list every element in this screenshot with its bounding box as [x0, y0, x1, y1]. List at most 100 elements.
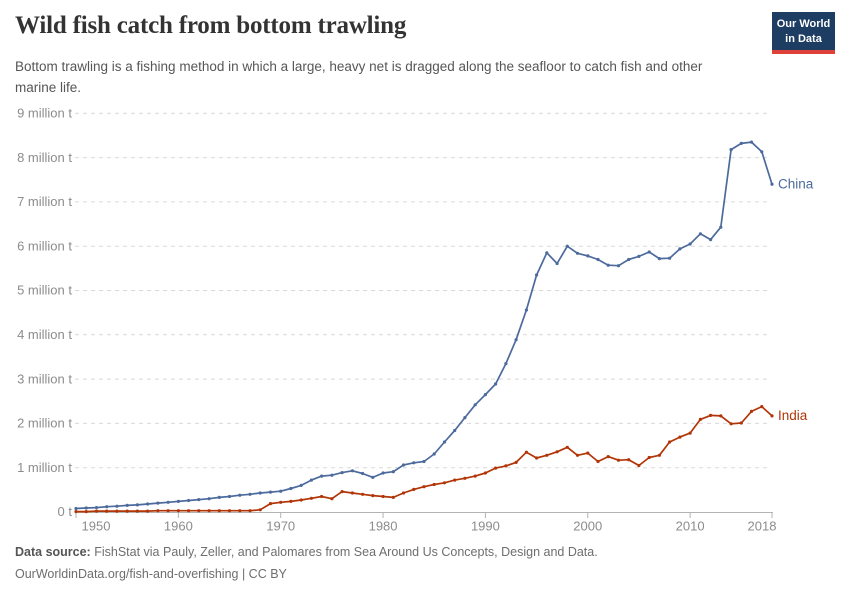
- india-data-point: [473, 474, 477, 478]
- india-data-point: [146, 509, 150, 513]
- india-data-point: [105, 509, 109, 513]
- china-data-point: [709, 238, 713, 242]
- india-data-point: [657, 453, 662, 457]
- data-source-line: Data source: FishStat via Pauly, Zeller,…: [15, 545, 598, 559]
- india-data-point: [749, 409, 754, 413]
- china-data-point: [248, 492, 252, 496]
- india-data-point: [340, 490, 344, 494]
- chart-subtitle: Bottom trawling is a fishing method in w…: [15, 59, 703, 95]
- india-data-point: [432, 482, 436, 487]
- india-data-point: [453, 478, 457, 482]
- india-data-point: [606, 455, 610, 459]
- owid-logo[interactable]: Our World in Data: [772, 12, 835, 55]
- china-data-point: [606, 263, 610, 267]
- y-tick-label: 1 million t: [17, 460, 72, 475]
- chart-title: Wild fish catch from bottom trawling: [15, 12, 407, 39]
- india-data-point: [535, 456, 539, 460]
- india-data-point: [483, 471, 487, 475]
- y-tick-label: 9 million t: [17, 106, 72, 121]
- china-data-point: [688, 242, 692, 246]
- india-data-point: [668, 440, 672, 444]
- india-series-label[interactable]: India: [778, 408, 808, 423]
- india-data-point: [84, 510, 88, 514]
- india-data-point: [555, 450, 559, 454]
- china-data-point: [739, 141, 743, 145]
- x-tick-label: 2010: [676, 519, 705, 534]
- india-data-point: [678, 435, 682, 439]
- india-data-point: [187, 509, 191, 513]
- india-data-point: [770, 414, 774, 418]
- india-data-point: [197, 509, 201, 513]
- india-data-point: [330, 497, 334, 501]
- china-data-point: [105, 505, 109, 509]
- india-data-point: [524, 450, 529, 454]
- china-data-point: [729, 148, 733, 152]
- china-data-point: [84, 506, 88, 510]
- india-data-point: [514, 460, 518, 464]
- china-data-point: [217, 495, 221, 499]
- india-data-point: [637, 463, 641, 468]
- india-data-point: [422, 485, 426, 489]
- china-data-point: [350, 469, 354, 473]
- india-data-point: [279, 500, 283, 504]
- china-data-point: [657, 257, 662, 261]
- y-tick-label: 2 million t: [17, 416, 72, 431]
- india-data-point: [463, 476, 467, 480]
- india-data-point: [647, 455, 651, 460]
- data-source-label: Data source:: [15, 545, 91, 559]
- y-tick-label: 0 t: [58, 504, 73, 519]
- china-data-point: [135, 503, 139, 507]
- china-data-point: [279, 489, 283, 493]
- china-line[interactable]: [75, 141, 773, 510]
- china-series-label[interactable]: China: [778, 176, 814, 191]
- india-data-point: [688, 431, 692, 435]
- india-data-point: [442, 481, 447, 485]
- china-data-point: [340, 471, 344, 475]
- y-tick-label: 7 million t: [17, 194, 72, 209]
- china-data-point: [637, 254, 641, 258]
- china-data-point: [565, 244, 569, 248]
- india-data-point: [698, 417, 703, 421]
- china-data-point: [156, 501, 160, 505]
- china-data-point: [442, 440, 447, 444]
- india-data-point: [739, 421, 743, 425]
- x-tick-label: 1990: [471, 519, 500, 534]
- owid-logo-line1: Our World: [776, 18, 831, 30]
- china-data-point: [668, 256, 672, 260]
- india-data-point: [371, 494, 375, 498]
- china-data-point: [596, 257, 600, 262]
- india-data-point: [74, 510, 78, 514]
- china-data-point: [627, 257, 631, 262]
- y-tick-label: 6 million t: [17, 238, 72, 253]
- china-data-point: [678, 247, 682, 251]
- india-data-point: [115, 509, 119, 513]
- india-data-point: [504, 464, 508, 468]
- india-data-point: [227, 509, 232, 513]
- china-data-point: [361, 471, 365, 476]
- china-data-point: [494, 382, 498, 386]
- china-data-point: [719, 225, 723, 229]
- china-data-point: [146, 502, 150, 506]
- china-data-point: [115, 504, 119, 508]
- china-data-point: [483, 393, 487, 397]
- india-data-point: [320, 494, 324, 499]
- india-data-point: [391, 495, 395, 499]
- x-tick-label: 1970: [266, 519, 295, 534]
- china-data-point: [647, 250, 651, 254]
- india-data-point: [575, 453, 580, 457]
- india-data-point: [309, 496, 313, 500]
- india-data-point: [586, 451, 590, 455]
- india-line[interactable]: [75, 405, 773, 513]
- china-data-point: [299, 483, 303, 487]
- india-data-point: [627, 458, 631, 462]
- china-data-point: [473, 403, 477, 407]
- data-source-text: FishStat via Pauly, Zeller, and Palomare…: [90, 545, 598, 559]
- x-tick-label: 2018: [748, 519, 777, 534]
- owid-link-line[interactable]: OurWorldinData.org/fish-and-overfishing …: [15, 567, 287, 581]
- india-data-point: [94, 509, 99, 513]
- china-data-point: [555, 261, 559, 266]
- china-data-point: [504, 362, 508, 366]
- china-data-point: [698, 232, 703, 236]
- china-data-point: [176, 499, 180, 503]
- india-data-point: [238, 509, 242, 513]
